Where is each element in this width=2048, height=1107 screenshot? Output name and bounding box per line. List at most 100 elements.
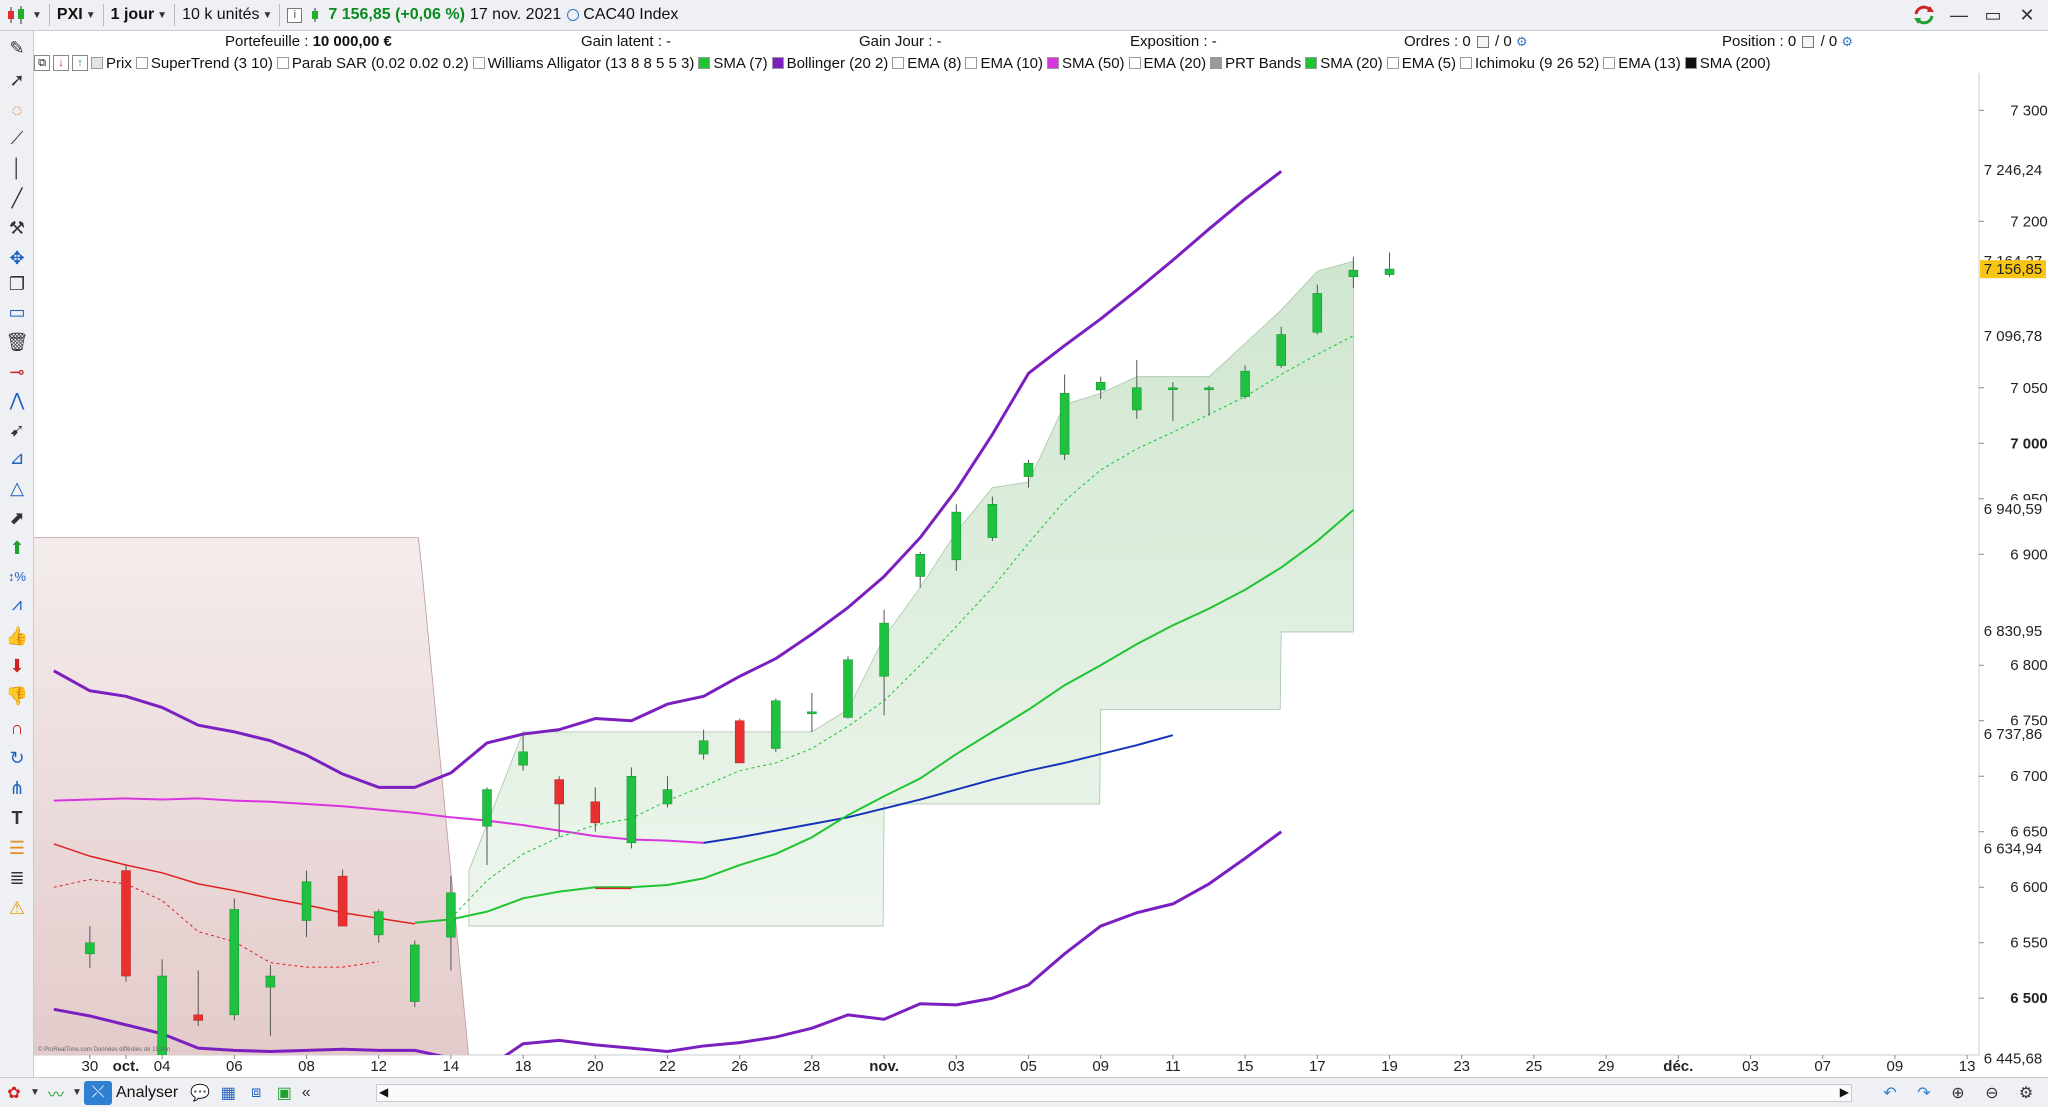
legend-item[interactable]: SMA (50): [1047, 55, 1125, 72]
arrow-up-green-icon[interactable]: ↑: [72, 55, 88, 71]
gear-icon[interactable]: ⚙: [1841, 34, 1854, 50]
indicator-icon[interactable]: 〰: [47, 1086, 64, 1104]
legend-item[interactable]: PRT Bands: [1210, 55, 1301, 72]
list-icon[interactable]: ≣: [9, 867, 25, 888]
lasso-icon[interactable]: ◌: [11, 99, 23, 120]
legend-item[interactable]: EMA (5): [1386, 55, 1456, 72]
wrench-icon[interactable]: ⚒: [8, 217, 26, 238]
price-tag-label: 6 737,86: [1984, 726, 2042, 743]
chart-scrollbar[interactable]: ◀ ▶: [376, 1084, 1852, 1102]
legend-item[interactable]: SMA (7): [698, 55, 768, 72]
magnet-icon[interactable]: ∩: [10, 717, 24, 738]
legend-item[interactable]: EMA (13): [1603, 55, 1681, 72]
date-tick-label: 23: [1453, 1058, 1470, 1075]
zoom-in-icon[interactable]: ⊕: [1951, 1085, 1965, 1102]
date-tick-label: 07: [1814, 1058, 1831, 1075]
scroll-left-icon[interactable]: ◀: [379, 1085, 389, 1099]
horizontal-line-icon[interactable]: ⊸: [9, 361, 25, 382]
pencil-icon[interactable]: ✎: [9, 37, 25, 58]
timeframe-selector[interactable]: 1 jour ▼: [106, 3, 172, 28]
date-tick-label: 11: [1165, 1058, 1181, 1075]
legend-item[interactable]: EMA (20): [1128, 55, 1206, 72]
fibonacci-icon[interactable]: ⋀: [9, 389, 25, 410]
zoom-out-icon[interactable]: ⊖: [1985, 1085, 1999, 1102]
window-toggle-icon[interactable]: ⧉: [34, 55, 50, 71]
settings-icon[interactable]: ⚙: [2018, 1085, 2034, 1102]
candlestick-settings-icon[interactable]: ✿: [7, 1084, 21, 1102]
orders-list-icon[interactable]: [1476, 36, 1489, 49]
legend-item[interactable]: Ichimoku (9 26 52): [1459, 54, 1600, 72]
legend-item[interactable]: SMA (200): [1684, 55, 1771, 72]
redo-icon[interactable]: ↷: [1917, 1085, 1931, 1102]
sync-icon[interactable]: [1912, 4, 1936, 26]
position-list-icon[interactable]: [1802, 36, 1815, 49]
gear-icon[interactable]: ⚙: [1515, 34, 1528, 50]
thumbs-up-icon[interactable]: 👍: [5, 625, 29, 646]
price-tick-label: 6 900: [2010, 546, 2048, 563]
close-icon[interactable]: ✕: [2019, 4, 2035, 25]
gain-jour: Gain Jour : -: [859, 33, 942, 50]
date-tick-label: 05: [1020, 1058, 1037, 1075]
arrow-down-red-icon[interactable]: ↓: [53, 55, 69, 71]
legend-label: SuperTrend (3 10): [150, 54, 273, 72]
maximize-icon[interactable]: ▭: [1984, 4, 2002, 25]
text-icon[interactable]: T: [11, 807, 23, 828]
pointer-icon[interactable]: ➚: [9, 69, 25, 90]
series-line: [703, 734, 1174, 844]
candle-body: [373, 911, 384, 936]
thumbs-down-icon[interactable]: 👎: [5, 685, 29, 706]
units-selector[interactable]: 10 k unités ▼: [177, 3, 277, 28]
minimize-icon[interactable]: —: [1950, 4, 1968, 25]
chart-type-selector[interactable]: ▼: [0, 3, 47, 28]
chevron-down-icon[interactable]: ▼: [72, 1087, 82, 1098]
chat-icon[interactable]: 💬: [190, 1084, 211, 1102]
chevron-down-icon[interactable]: ▼: [30, 1087, 40, 1098]
move-icon[interactable]: ✥: [9, 247, 25, 268]
arrow-up-right-icon[interactable]: ⬈: [9, 507, 25, 528]
percent-icon[interactable]: ↕%: [7, 568, 27, 584]
trading-system-icon[interactable]: ▣: [276, 1084, 292, 1102]
rectangle-icon[interactable]: ▭: [8, 301, 26, 322]
legend-item[interactable]: Williams Alligator (13 8 8 5 5 3): [472, 55, 694, 72]
screener-icon[interactable]: ▦: [220, 1084, 236, 1102]
legend-item[interactable]: Prix: [91, 55, 132, 72]
legend-swatch: [91, 57, 103, 69]
vertical-line-icon[interactable]: │: [11, 157, 23, 178]
legend-item[interactable]: Bollinger (20 2): [771, 55, 888, 72]
trend-line-icon[interactable]: ╱: [11, 187, 23, 208]
undo-icon[interactable]: ↶: [1883, 1085, 1897, 1102]
candle-body: [1276, 334, 1286, 366]
info-icon[interactable]: i: [287, 7, 303, 23]
regression-icon[interactable]: ⩘: [11, 593, 23, 614]
price-chart[interactable]: © ProRealTime.com Données différées de 1…: [34, 73, 2048, 1077]
backtest-icon[interactable]: ⧈: [251, 1083, 262, 1101]
symbol-selector[interactable]: PXI ▼: [52, 3, 101, 28]
arrow-tool-icon[interactable]: ➹: [9, 419, 25, 440]
copy-icon[interactable]: ❐: [8, 273, 26, 294]
warning-icon[interactable]: ⚠: [8, 897, 26, 918]
pitchfork-icon[interactable]: ⋔: [9, 777, 25, 798]
legend-item[interactable]: Parab SAR (0.02 0.02 0.2): [276, 55, 469, 72]
price-tag-label: 6 830,95: [1984, 623, 2042, 640]
legend-item[interactable]: EMA (10): [965, 55, 1043, 72]
arrow-down-icon[interactable]: ⬇: [9, 655, 25, 676]
units-label: 10 k unités: [182, 6, 260, 23]
legend-item[interactable]: SuperTrend (3 10): [135, 54, 273, 72]
candle-body: [229, 909, 240, 1016]
segment-icon[interactable]: ⟋: [10, 127, 24, 148]
fan-icon[interactable]: ⊿: [9, 447, 25, 468]
trash-icon[interactable]: 🗑: [5, 331, 29, 352]
analyse-icon[interactable]: ⤬: [84, 1080, 112, 1105]
legend-label: Ichimoku (9 26 52): [1474, 54, 1600, 72]
arrow-up-icon[interactable]: ⬆: [9, 537, 25, 558]
label-icon[interactable]: ☰: [8, 837, 26, 858]
date-tick-label: 22: [659, 1058, 676, 1075]
legend-item[interactable]: EMA (8): [892, 55, 961, 72]
scroll-right-icon[interactable]: ▶: [1839, 1085, 1849, 1099]
triangle-icon[interactable]: △: [10, 477, 24, 498]
analyser-button[interactable]: Analyser: [116, 1083, 179, 1101]
legend-item[interactable]: SMA (20): [1305, 55, 1383, 72]
collapse-icon[interactable]: «: [301, 1083, 311, 1101]
legend-label: EMA (10): [980, 54, 1044, 72]
cycle-icon[interactable]: ↻: [9, 747, 25, 768]
